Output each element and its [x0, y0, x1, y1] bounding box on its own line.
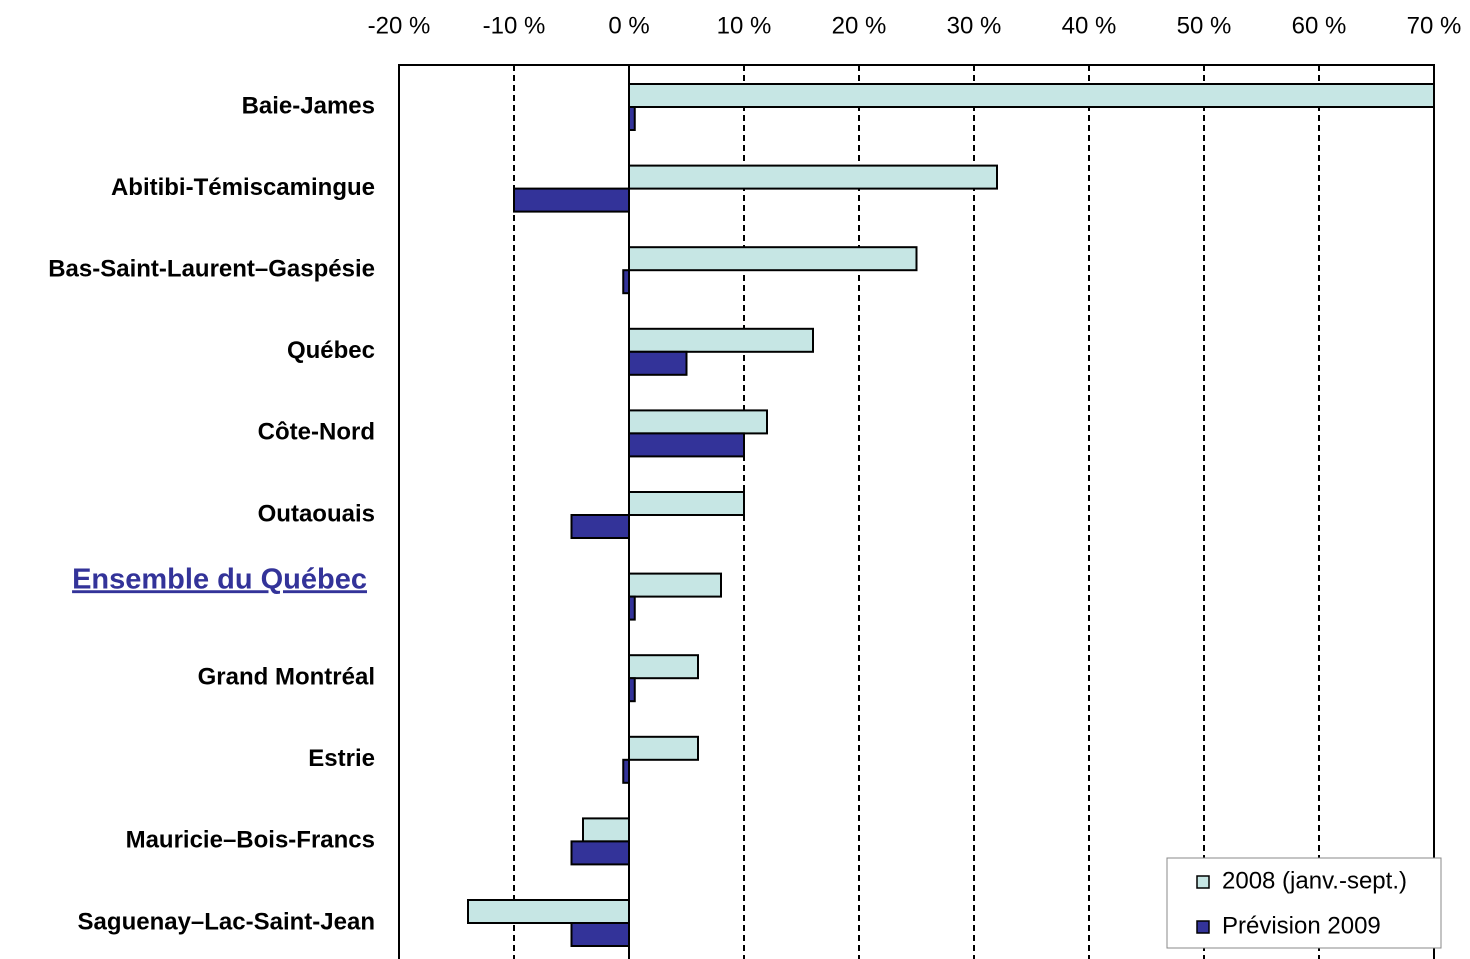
- category-label: Côte-Nord: [258, 419, 375, 446]
- bar: [628, 572, 722, 598]
- category-label: Saguenay–Lac-Saint-Jean: [78, 908, 375, 935]
- bar: [467, 899, 630, 924]
- x-tick-label: 70 %: [1407, 12, 1462, 39]
- bar: [570, 514, 630, 539]
- x-tick-label: -10 %: [483, 12, 546, 39]
- bar: [628, 432, 745, 458]
- bar: [628, 654, 699, 680]
- legend-label: 2008 (janv.-sept.): [1222, 867, 1407, 894]
- x-tick-label: 30 %: [947, 12, 1002, 39]
- x-tick-label: 0 %: [608, 12, 649, 39]
- category-label: Estrie: [308, 745, 375, 772]
- legend: 2008 (janv.-sept.) Prévision 2009: [1166, 857, 1442, 949]
- bar: [628, 327, 814, 353]
- bar: [628, 491, 745, 516]
- x-tick-label: 50 %: [1177, 12, 1232, 39]
- x-tick-label: 20 %: [832, 12, 887, 39]
- category-label: Outaouais: [258, 500, 375, 527]
- bar: [628, 164, 998, 190]
- legend-box: [1166, 857, 1442, 949]
- category-label: Québec: [287, 337, 375, 364]
- category-label: Mauricie–Bois-Francs: [126, 827, 375, 854]
- category-label: Baie-James: [242, 92, 375, 119]
- legend-swatch: [1196, 920, 1210, 934]
- bar: [513, 187, 630, 213]
- category-label: Bas-Saint-Laurent–Gaspésie: [48, 256, 375, 283]
- bar: [628, 83, 1435, 108]
- bar: [628, 735, 699, 761]
- bar: [582, 817, 630, 843]
- category-label: Abitibi-Témiscamingue: [111, 174, 375, 201]
- category-label: Ensemble du Québec: [72, 563, 367, 595]
- x-tick-label: -20 %: [368, 12, 431, 39]
- bar: [570, 922, 630, 947]
- bar: [570, 840, 630, 866]
- bar: [628, 409, 768, 435]
- bar: [628, 246, 918, 272]
- legend-swatch: [1196, 875, 1210, 889]
- x-tick-label: 40 %: [1062, 12, 1117, 39]
- x-tick-label: 10 %: [717, 12, 772, 39]
- legend-label: Prévision 2009: [1222, 912, 1381, 939]
- plot-area: [398, 64, 1435, 959]
- category-label: Grand Montréal: [198, 664, 375, 691]
- x-tick-label: 60 %: [1292, 12, 1347, 39]
- bar: [628, 350, 688, 376]
